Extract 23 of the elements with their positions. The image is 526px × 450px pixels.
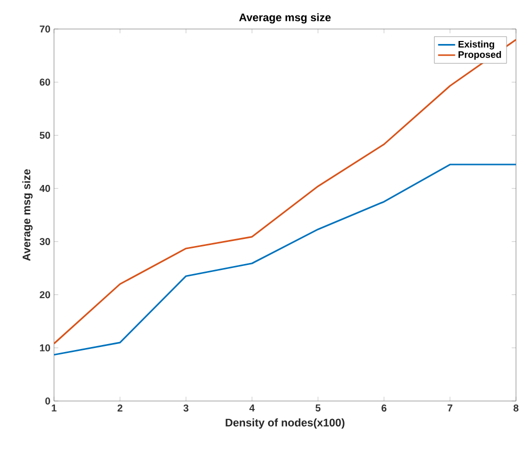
x-tick-label: 3 xyxy=(183,404,188,412)
x-tick-label: 4 xyxy=(249,404,255,412)
x-tick-label: 1 xyxy=(52,404,56,412)
x-tick-label: 5 xyxy=(316,404,320,412)
chart-title: Average msg size xyxy=(239,13,331,24)
y-tick-label: 50 xyxy=(40,132,50,139)
y-tick-label: 40 xyxy=(40,184,50,192)
y-tick-label: 70 xyxy=(40,25,50,33)
x-axis-title: Density of nodes(x100) xyxy=(226,418,344,429)
y-tick-label: 20 xyxy=(40,291,50,298)
legend-label: Existing xyxy=(458,40,494,50)
x-tick-label: 2 xyxy=(118,404,122,412)
y-tick-label: 10 xyxy=(40,344,50,352)
x-tick-label: 7 xyxy=(448,404,452,412)
x-tick-label: 8 xyxy=(514,404,518,412)
y-axis-title: Average msg size xyxy=(22,169,33,261)
x-tick-label: 6 xyxy=(382,404,386,412)
line-series xyxy=(54,164,516,356)
y-tick-label: 30 xyxy=(40,238,50,246)
line-series xyxy=(54,38,516,344)
legend-label: Proposed xyxy=(458,50,501,60)
y-tick-label: 0 xyxy=(45,397,50,405)
y-tick-label: 60 xyxy=(40,78,50,86)
